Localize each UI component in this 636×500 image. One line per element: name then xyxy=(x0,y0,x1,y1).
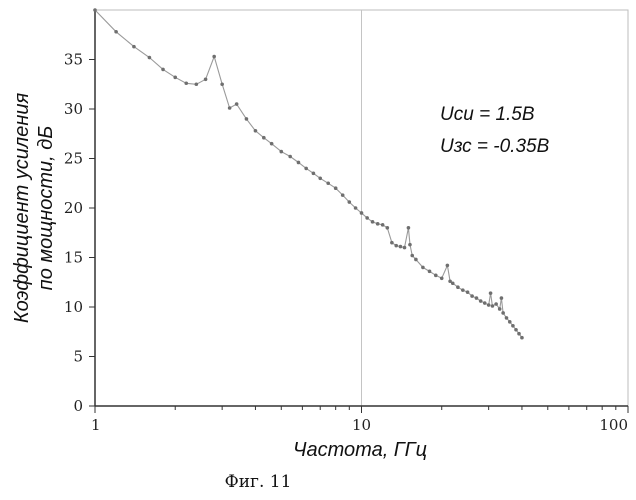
data-point xyxy=(511,324,515,328)
data-point xyxy=(470,294,474,298)
data-point xyxy=(132,44,136,49)
y-axis-title-line-2: по мощности, дБ xyxy=(35,126,57,291)
data-point xyxy=(326,181,331,186)
data-point xyxy=(375,222,380,226)
data-point xyxy=(269,141,274,146)
data-point xyxy=(304,166,308,171)
data-point xyxy=(402,245,407,250)
data-point xyxy=(244,117,249,121)
data-point xyxy=(494,302,498,306)
y-axis-title: Коэффициент усиления по мощности, дБ xyxy=(11,93,57,324)
data-point xyxy=(288,154,292,159)
data-point xyxy=(311,171,316,176)
data-point xyxy=(370,220,375,224)
figure-caption: Фиг. 11 xyxy=(225,472,292,492)
data-point xyxy=(482,301,487,305)
x-tick-label: 100 xyxy=(599,416,628,434)
x-tick-label: 1 xyxy=(91,416,101,434)
y-axis-title-line-1: Коэффициент усиления xyxy=(11,93,33,324)
data-point xyxy=(486,303,491,307)
data-point xyxy=(353,206,358,210)
data-point xyxy=(253,128,258,133)
data-point xyxy=(296,160,301,165)
data-point xyxy=(359,211,364,215)
data-point xyxy=(488,291,493,295)
data-point xyxy=(490,304,495,308)
data-point xyxy=(474,296,479,300)
data-point xyxy=(390,240,394,245)
data-point xyxy=(279,149,284,154)
data-point xyxy=(414,257,418,262)
y-tick-label: 15 xyxy=(64,249,83,267)
data-point xyxy=(504,316,509,320)
data-point xyxy=(398,244,403,249)
y-tick-label: 30 xyxy=(64,100,83,118)
data-point xyxy=(340,193,345,197)
y-tick-label: 35 xyxy=(64,51,83,69)
data-point xyxy=(333,186,338,190)
data-point xyxy=(478,299,483,303)
y-tick-label: 25 xyxy=(64,150,83,168)
data-point xyxy=(114,29,118,34)
x-tick-label: 10 xyxy=(352,416,371,434)
data-point xyxy=(421,265,425,270)
y-tick-label: 0 xyxy=(73,397,83,415)
data-point xyxy=(517,331,521,336)
data-point xyxy=(520,335,524,340)
annotation-uzs: Uзс = -0.35В xyxy=(440,136,550,157)
data-point xyxy=(406,226,411,230)
data-point xyxy=(410,253,415,258)
data-point xyxy=(497,307,502,311)
y-tick-label: 10 xyxy=(64,298,83,316)
data-point xyxy=(93,8,97,12)
data-point xyxy=(507,320,512,324)
data-point xyxy=(173,75,178,80)
data-point xyxy=(385,226,390,230)
y-tick-label: 5 xyxy=(73,348,83,366)
annotation-usi: Uси = 1.5В xyxy=(440,104,535,125)
data-point xyxy=(514,327,518,332)
data-point xyxy=(499,296,504,300)
data-point xyxy=(450,281,455,286)
data-point xyxy=(184,81,189,86)
y-tick-label: 20 xyxy=(64,199,83,217)
data-point xyxy=(234,102,239,106)
data-point xyxy=(380,223,385,227)
data-point xyxy=(212,54,216,59)
data-point xyxy=(227,106,232,110)
data-point xyxy=(433,273,438,278)
data-point xyxy=(147,55,152,60)
data-point xyxy=(194,82,199,87)
data-point xyxy=(448,279,452,284)
data-point xyxy=(456,285,460,290)
data-point xyxy=(365,216,369,220)
data-point xyxy=(262,135,266,140)
data-point xyxy=(347,200,352,204)
data-point xyxy=(318,176,323,181)
data-point xyxy=(220,82,224,87)
data-point xyxy=(465,290,470,294)
data-point xyxy=(203,77,208,82)
x-axis-title: Частота, ГГц xyxy=(293,439,427,461)
data-point xyxy=(408,242,412,247)
data-point xyxy=(445,263,450,268)
axes xyxy=(89,10,629,413)
data-point xyxy=(461,288,465,292)
data-point xyxy=(161,67,165,72)
data-point xyxy=(501,311,505,315)
data-point xyxy=(439,276,444,281)
tick-labels: 0 5 10 15 20 25 30 35 1 10 100 xyxy=(64,51,628,435)
series-layer xyxy=(93,8,524,340)
data-point xyxy=(427,269,432,274)
data-point xyxy=(394,243,399,248)
